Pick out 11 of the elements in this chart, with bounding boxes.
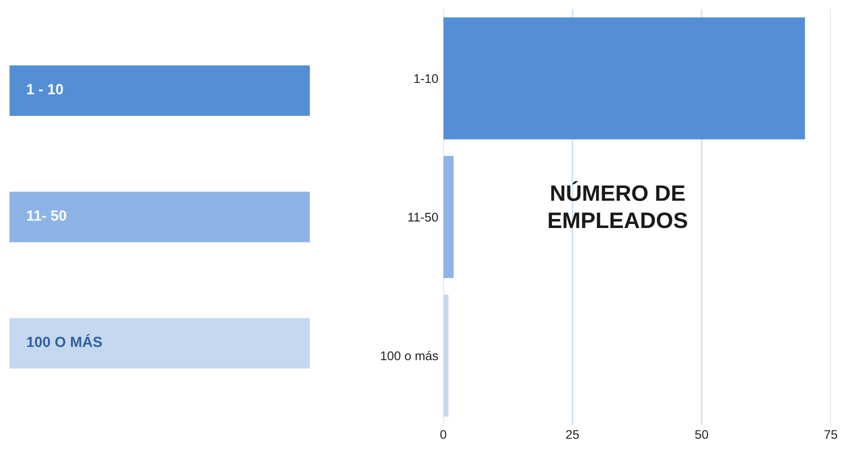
x-tick-label: 25 (566, 430, 579, 439)
y-tick-label: 11-50 (408, 212, 438, 222)
text: NÚMERO DE EMPLEADOS (548, 181, 688, 228)
text: 1 - 10 (27, 84, 63, 94)
y-tick-label: 1-10 (414, 74, 438, 83)
x-tick-label: 0 (440, 430, 446, 439)
x-tick-label: 50 (695, 430, 708, 439)
y-tick-label: 100 o más (381, 350, 438, 360)
text: 100 O MÁS (27, 334, 102, 348)
text: 11- 50 (27, 210, 66, 221)
x-tick-label: 75 (824, 430, 838, 439)
